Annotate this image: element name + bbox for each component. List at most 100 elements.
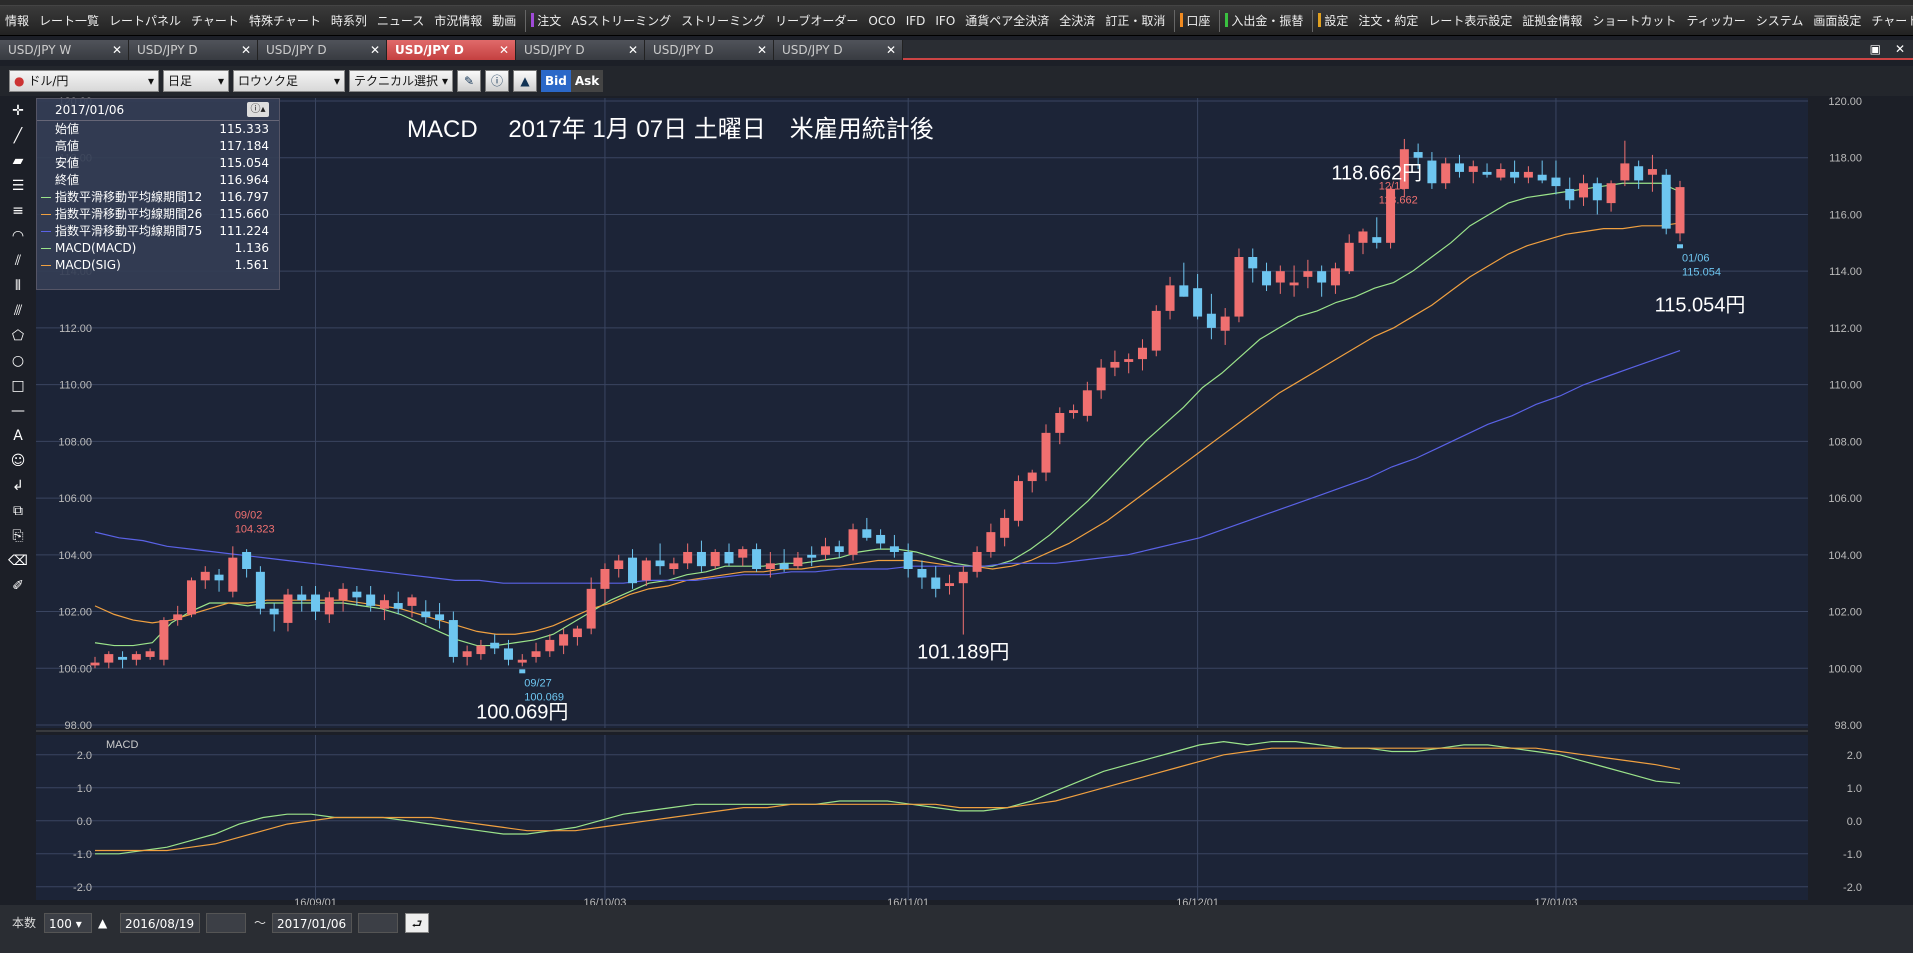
period-select[interactable]: 日足 ▾ — [163, 70, 229, 92]
candle-body — [1124, 359, 1134, 362]
menu-item[interactable]: 注文 — [525, 9, 566, 32]
menu-item[interactable]: 情報 — [0, 10, 34, 32]
menu-item[interactable]: ニュース — [372, 10, 429, 32]
tab-chart[interactable]: USD/JPY D ✕ — [516, 40, 645, 60]
menu-item[interactable]: 口座 — [1174, 9, 1215, 32]
pentagon-icon[interactable]: ⬠ — [11, 328, 25, 344]
menu-item-label: システム — [1755, 13, 1804, 28]
currency-select[interactable]: ● ドル/円 ▾ — [9, 70, 159, 92]
menu-item[interactable]: レート一覧 — [34, 10, 104, 32]
maximize-icon[interactable]: ▣ — [1869, 42, 1881, 56]
paste-icon[interactable]: ⎘ — [12, 528, 24, 544]
bid-ask-toggle[interactable]: Bid Ask — [541, 70, 604, 92]
menu-item[interactable]: 証拠金情報 — [1517, 10, 1587, 32]
close-icon[interactable]: ✕ — [498, 43, 509, 57]
menu-item[interactable]: 入出金・振替 — [1219, 9, 1308, 32]
bid-button[interactable]: Bid — [541, 70, 571, 92]
chart-type-select[interactable]: ロウソク足 ▾ — [233, 70, 345, 92]
close-icon[interactable]: ✕ — [756, 43, 767, 57]
tab-chart[interactable]: USD/JPY D ✕ — [645, 40, 774, 60]
menu-item[interactable]: レートパネル — [104, 10, 186, 32]
technical-select[interactable]: テクニカル選択 ▾ — [349, 70, 453, 92]
menu-item-label: 通貨ペア全決済 — [965, 13, 1050, 28]
from-date-input[interactable]: 2016/08/19 — [120, 913, 200, 933]
info-button[interactable]: ⓘ — [485, 70, 509, 92]
close-icon[interactable]: ✕ — [1894, 42, 1905, 56]
menu-item[interactable]: チャート — [186, 10, 244, 32]
menu-item[interactable]: 全決済 — [1054, 10, 1100, 32]
menu-item[interactable]: チャート — [1866, 10, 1913, 32]
copy-icon[interactable]: ⧉ — [13, 503, 23, 519]
info-panel-toggle[interactable]: ⓘ▴ — [247, 102, 269, 117]
close-icon[interactable]: ✕ — [111, 43, 122, 57]
menu-item[interactable]: ショートカット — [1587, 10, 1681, 32]
currency-select-value: ドル/円 — [28, 74, 69, 88]
macd-y-tick-right: -1.0 — [1843, 849, 1862, 861]
text-icon[interactable]: A — [13, 428, 23, 444]
menu-item[interactable]: 動画 — [487, 10, 521, 32]
fan-icon[interactable]: ⫽ — [14, 253, 22, 269]
horizontal-lines-icon[interactable]: ☰ — [11, 178, 25, 194]
tab-chart[interactable]: USD/JPY D ✕ — [387, 40, 516, 60]
window-controls: ▣ ✕ — [1870, 42, 1905, 56]
menu-item[interactable]: 時系列 — [326, 10, 372, 32]
emoji-icon[interactable]: ☺ — [10, 453, 26, 469]
eraser-icon[interactable]: ⌫ — [8, 553, 28, 569]
channel-icon[interactable]: ⫻ — [13, 303, 23, 319]
trendline-icon[interactable]: ╱ — [13, 128, 23, 144]
fib-retracement-icon[interactable]: ≡ — [12, 203, 24, 219]
vertical-lines-icon[interactable]: ⦀ — [14, 278, 22, 294]
menu-item[interactable]: レート表示設定 — [1423, 10, 1517, 32]
price-chart[interactable]: 120.00120.00118.00118.00116.00116.00114.… — [0, 0, 1913, 905]
candle-body — [1399, 149, 1409, 189]
ruler-icon[interactable]: ▰ — [12, 153, 24, 169]
chart-style-button[interactable]: ▲ — [513, 70, 537, 92]
to-date-input[interactable]: 2017/01/06 — [272, 913, 352, 933]
menu-item[interactable]: ストリーミング — [676, 10, 770, 32]
y-tick-label: 112.00 — [59, 323, 92, 335]
info-row-label: MACD(SIG) — [55, 258, 121, 272]
candle-body — [242, 551, 252, 569]
menu-item[interactable]: ティッカー — [1681, 10, 1750, 32]
from-time-input[interactable] — [206, 913, 246, 933]
menu-item[interactable]: 特殊チャート — [244, 10, 326, 32]
menu-item[interactable]: ASストリーミング — [566, 10, 676, 32]
menu-item-label: 設定 — [1324, 13, 1349, 28]
tab-chart[interactable]: USD/JPY D ✕ — [258, 40, 387, 60]
ask-button[interactable]: Ask — [570, 70, 604, 92]
menu-item[interactable]: IFD — [901, 10, 931, 32]
menu-item[interactable]: 注文・約定 — [1353, 10, 1423, 32]
menu-item[interactable]: 通貨ペア全決済 — [960, 10, 1054, 32]
info-row-label: MACD(MACD) — [55, 241, 137, 255]
tab-chart[interactable]: USD/JPY W ✕ — [0, 40, 129, 60]
info-row: 指数平滑移動平均線期間26 115.660 — [37, 206, 279, 223]
rectangle-icon[interactable]: □ — [11, 378, 25, 394]
to-time-input[interactable] — [358, 913, 398, 933]
menu-item[interactable]: IFO — [930, 10, 960, 32]
candle-body — [559, 634, 569, 646]
close-icon[interactable]: ✕ — [240, 43, 251, 57]
close-icon[interactable]: ✕ — [885, 43, 896, 57]
close-icon[interactable]: ✕ — [627, 43, 638, 57]
menu-item-label: 時系列 — [330, 13, 367, 28]
menu-item[interactable]: OCO — [863, 10, 900, 32]
menu-item[interactable]: 画面設定 — [1808, 10, 1866, 32]
count-input[interactable]: 100 ▾ — [44, 913, 92, 933]
crosshair-icon[interactable]: ✛ — [12, 103, 24, 119]
menu-item[interactable]: 設定 — [1312, 9, 1353, 32]
menu-item[interactable]: システム — [1751, 10, 1809, 32]
undo-draw-icon[interactable]: ↲ — [12, 478, 24, 494]
menu-item[interactable]: リーブオーダー — [770, 10, 863, 32]
hline-icon[interactable]: — — [11, 403, 25, 419]
tab-chart[interactable]: USD/JPY D ✕ — [774, 40, 903, 60]
tab-chart[interactable]: USD/JPY D ✕ — [129, 40, 258, 60]
fib-arc-icon[interactable]: ◠ — [11, 228, 25, 244]
delete-all-icon[interactable]: ✐ — [12, 578, 24, 594]
draw-pen-button[interactable]: ✎ — [457, 70, 481, 92]
menu-item[interactable]: 市況情報 — [429, 10, 487, 32]
apply-range-button[interactable]: ⮐ — [405, 913, 429, 933]
circle-icon[interactable]: ○ — [11, 353, 25, 369]
menu-item[interactable]: 訂正・取消 — [1100, 10, 1170, 32]
close-icon[interactable]: ✕ — [369, 43, 380, 57]
count-up-icon[interactable]: ▲ — [98, 916, 108, 930]
